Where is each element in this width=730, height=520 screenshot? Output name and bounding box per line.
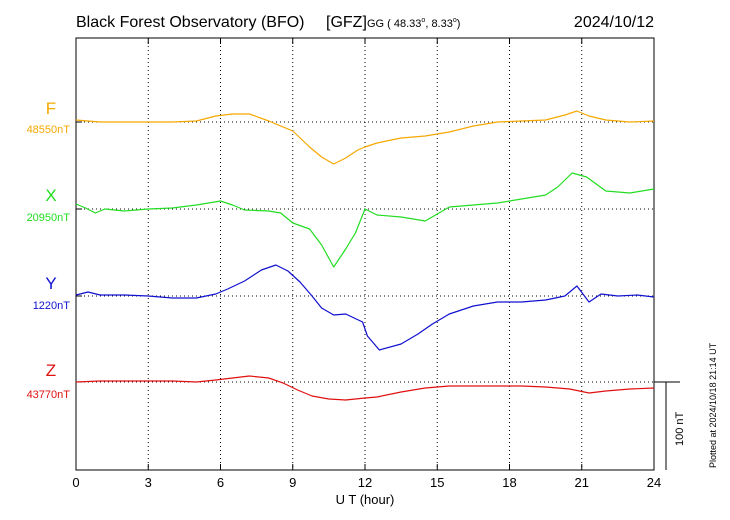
series-line-x — [75, 172, 655, 268]
series-baseline-value-f: 48550nT — [27, 124, 71, 136]
x-tick-label: 3 — [145, 475, 152, 490]
x-tick-label: 18 — [502, 475, 516, 490]
chart-date: 2024/10/12 — [574, 14, 654, 31]
x-tick-label: 15 — [430, 475, 444, 490]
agency-label: [GFZ] — [326, 14, 367, 31]
scale-bar: 100 nT — [654, 381, 686, 470]
series-baseline-value-x: 20950nT — [27, 212, 71, 224]
series-line-y — [75, 264, 655, 351]
series-line-z — [75, 375, 655, 401]
series-name-x: X — [45, 186, 56, 205]
series-name-z: Z — [46, 361, 56, 380]
series-labels: F 48550nT X 20950nT Y 1220nT Z 43770nT — [27, 99, 71, 401]
x-tick-label: 21 — [575, 475, 589, 490]
series-line-f — [75, 110, 655, 165]
x-tick-label: 0 — [72, 475, 79, 490]
x-tick-label: 6 — [217, 475, 224, 490]
grid-lines — [147, 38, 583, 470]
series-baseline-value-z: 43770nT — [27, 389, 71, 401]
series-name-y: Y — [45, 274, 56, 293]
chart-title: Black Forest Observatory (BFO) — [76, 14, 305, 31]
x-tick-label: 12 — [358, 475, 372, 490]
series-baseline-value-y: 1220nT — [33, 300, 71, 312]
station-coordinates: GG ( 48.33o, 8.33o) — [367, 17, 460, 30]
x-tick-label: 9 — [289, 475, 296, 490]
x-axis-label: U T (hour) — [336, 492, 395, 507]
x-axis: 0 3 6 9 12 15 18 21 24 — [72, 38, 661, 490]
plotted-note: Plotted at 2024/10/18 21:14 UT — [708, 342, 718, 468]
series-name-f: F — [46, 99, 56, 118]
x-tick-label: 24 — [647, 475, 661, 490]
series-lines — [75, 110, 655, 401]
scale-bar-label: 100 nT — [674, 411, 686, 446]
